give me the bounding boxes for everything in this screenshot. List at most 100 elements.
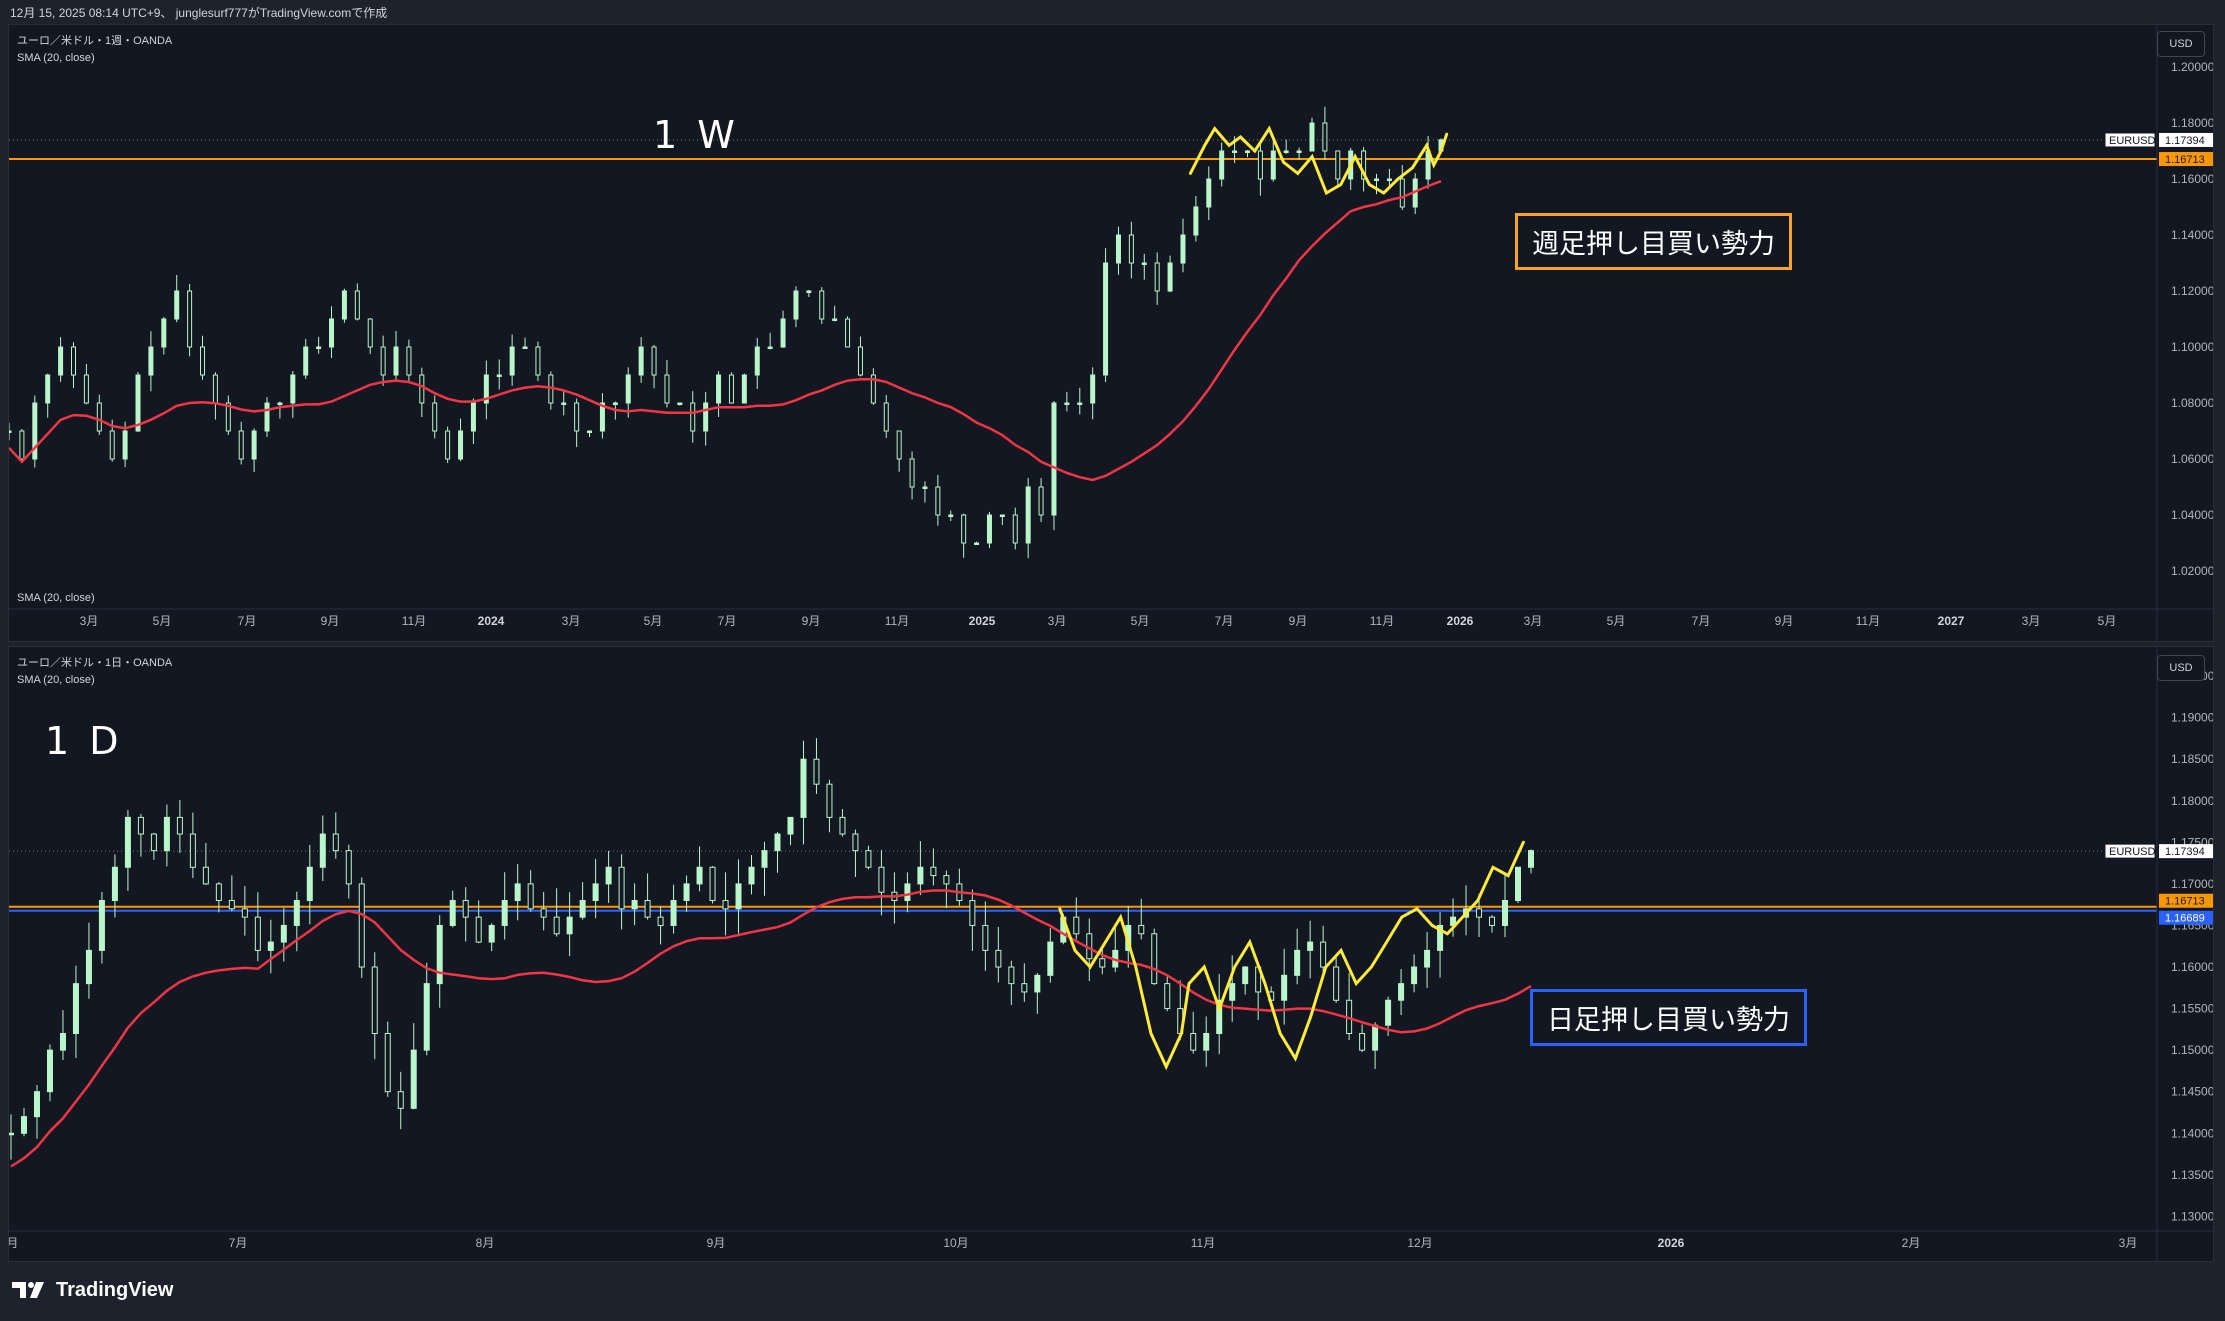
candle-body	[1154, 262, 1160, 292]
price-axis-tick: 1.13000	[2171, 1209, 2214, 1223]
weekly-freehand-drawing	[1188, 125, 1449, 196]
daily-annotation-box: 日足押し目買い勢力	[1530, 989, 1807, 1046]
candle-body	[59, 1033, 66, 1051]
candle-body	[566, 916, 573, 935]
price-tag	[2159, 152, 2213, 167]
candle-body	[445, 430, 451, 460]
daily-sma-legend[interactable]: SMA (20, close)	[17, 674, 95, 686]
candle-body	[878, 866, 885, 893]
candle-body	[780, 318, 786, 348]
time-axis-tick: 9月	[1775, 614, 1794, 628]
candle-body	[1386, 178, 1392, 181]
candle-body	[1437, 924, 1444, 951]
candle-body	[1025, 486, 1031, 544]
price-axis-tick: 1.15500	[2171, 1002, 2214, 1016]
candle-body	[1099, 958, 1106, 968]
time-axis-tick: 9月	[1289, 614, 1308, 628]
weekly-sma-subpane-label[interactable]: SMA (20, close)	[17, 592, 95, 604]
candle-body	[72, 983, 79, 1035]
price-axis-tick: 1.14500	[2171, 1085, 2214, 1099]
weekly-sma-legend[interactable]: SMA (20, close)	[17, 52, 95, 64]
candle-body	[475, 916, 482, 943]
candle-body	[909, 458, 915, 488]
candle-body	[922, 486, 928, 489]
candle-body	[870, 374, 876, 404]
candle-body	[1385, 999, 1392, 1026]
time-axis-tick: 7月	[1692, 614, 1711, 628]
candle-body	[1294, 949, 1301, 976]
candle-body	[574, 402, 580, 432]
candle-body	[1229, 983, 1236, 1001]
candle-body	[345, 850, 352, 885]
candle-body	[161, 318, 167, 348]
time-axis-tick: 9月	[321, 614, 340, 628]
time-axis-tick: 11月	[1370, 614, 1394, 628]
price-tag	[2159, 893, 2213, 908]
candle-body	[1128, 234, 1134, 264]
candle-body	[189, 833, 196, 868]
candle-body	[1047, 941, 1054, 976]
candle-body	[716, 374, 722, 404]
candle-body	[787, 816, 794, 835]
candle-body	[319, 833, 326, 868]
daily-chart-canvas[interactable]: 1.195001.190001.185001.180001.175001.170…	[9, 647, 2214, 1262]
tradingview-logo[interactable]: TradingView	[12, 1276, 173, 1304]
candle-body	[1335, 150, 1341, 180]
candle-body	[748, 866, 755, 885]
time-axis-tick: 7月	[718, 614, 737, 628]
candle-body	[410, 1049, 417, 1109]
time-axis-tick: 7月	[1215, 614, 1234, 628]
candle-body	[58, 346, 64, 376]
time-axis-tick: 11月	[1191, 1236, 1215, 1250]
time-axis-tick: 7月	[229, 1236, 248, 1250]
price-axis-tick: 1.17000	[2171, 877, 2214, 891]
candle-body	[397, 1091, 404, 1109]
candle-body	[109, 430, 115, 460]
candle-body	[148, 346, 154, 376]
candle-body	[943, 875, 950, 885]
time-axis-tick: 2027	[1938, 614, 1965, 628]
candle-body	[483, 374, 489, 404]
weekly-chart-panel[interactable]: 1.20000 1.18000 1.16000 1.14000 1.12000 1.100…	[8, 24, 2214, 642]
daily-timeframe-label: 1 D	[45, 719, 123, 763]
candle-body	[423, 983, 430, 1051]
candle-body	[793, 290, 799, 320]
candle-body	[111, 866, 118, 902]
candle-body	[1073, 916, 1080, 935]
candle-body	[354, 290, 360, 320]
candle-body	[974, 542, 980, 545]
candle-body	[267, 941, 274, 951]
candle-body	[1309, 122, 1315, 152]
candle-body	[9, 430, 12, 433]
daily-currency-button[interactable]: USD	[2157, 655, 2205, 681]
candle-body	[986, 514, 992, 544]
candle-body	[1411, 966, 1418, 985]
candle-body	[1103, 262, 1109, 376]
candle-body	[1012, 514, 1018, 544]
candle-body	[1090, 374, 1096, 404]
candle-body	[371, 966, 378, 1035]
candle-body	[163, 816, 170, 852]
weekly-chart-canvas[interactable]: 1.20000 1.18000 1.16000 1.14000 1.12000 1.100…	[9, 25, 2214, 642]
candle-body	[819, 290, 825, 320]
candle-body	[806, 290, 812, 293]
candle-body	[458, 430, 464, 460]
candle-body	[896, 430, 902, 460]
candle-body	[664, 374, 670, 404]
candle-body	[761, 850, 768, 868]
time-axis-tick: 2024	[478, 614, 505, 628]
candle-body	[561, 402, 567, 405]
time-axis-tick: 11月	[402, 614, 426, 628]
candle-body	[212, 374, 218, 404]
candle-body	[462, 900, 469, 918]
candle-body	[995, 949, 1002, 968]
weekly-currency-button[interactable]: USD	[2157, 31, 2205, 57]
price-axis-tick: 1.18500	[2171, 752, 2214, 766]
candle-body	[332, 833, 339, 852]
candle-body	[406, 346, 412, 376]
candle-body	[774, 833, 781, 852]
daily-chart-panel[interactable]: 1.195001.190001.185001.180001.175001.170…	[8, 646, 2214, 1262]
candle-body	[930, 866, 937, 877]
price-tag-text: 1.16713	[2165, 896, 2205, 908]
price-axis-tick: 1.04000	[2171, 508, 2214, 522]
